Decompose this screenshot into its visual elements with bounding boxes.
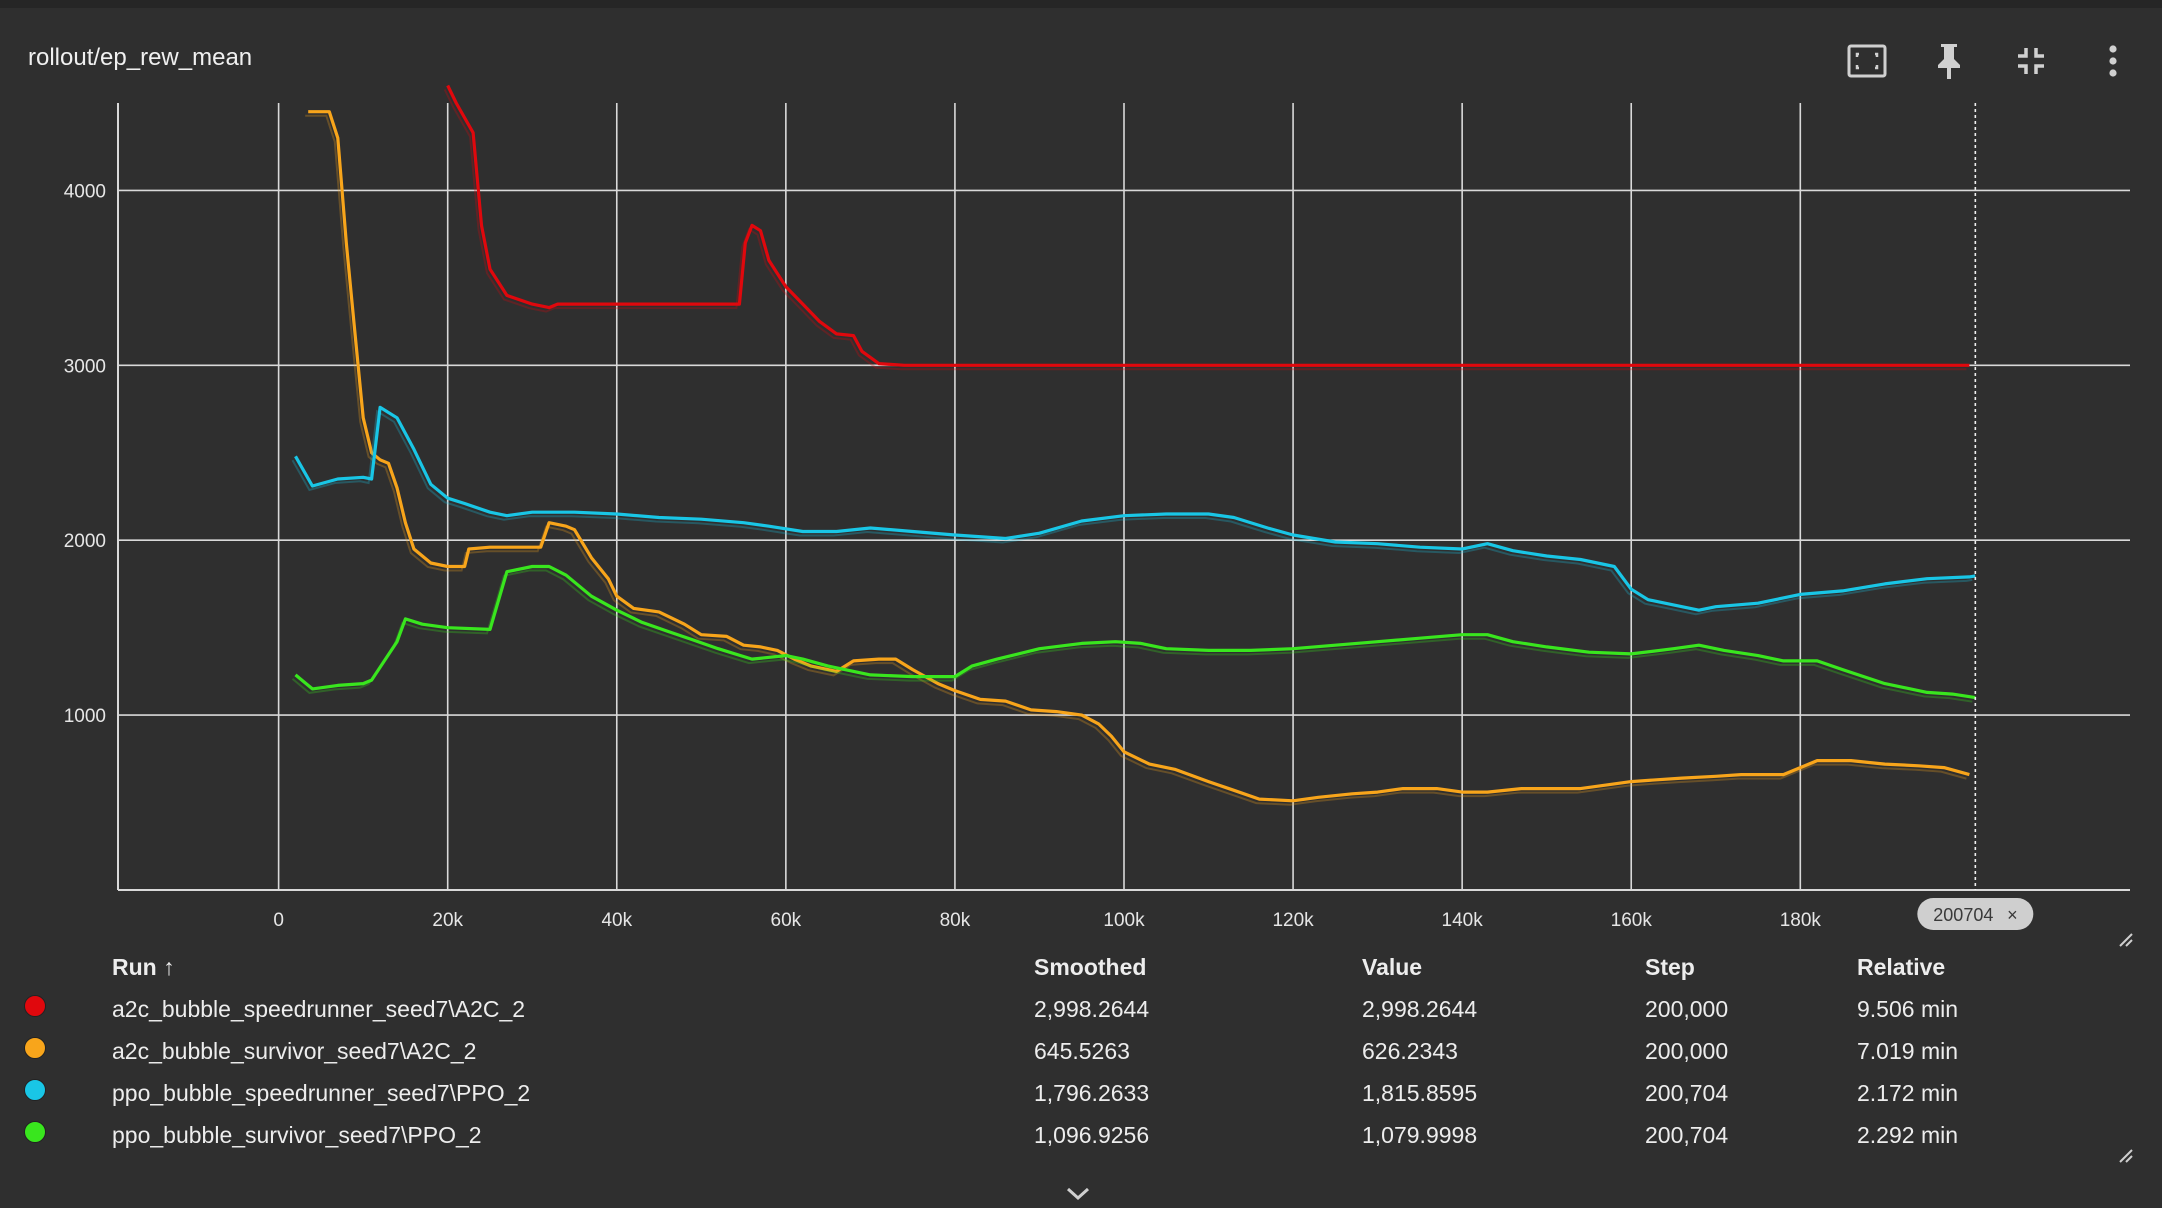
step: 200,704 bbox=[1645, 1121, 1729, 1148]
series-line[interactable] bbox=[446, 84, 1970, 367]
smoothed-value: 645.5263 bbox=[1034, 1037, 1130, 1064]
y-tick-label: 2000 bbox=[64, 531, 106, 552]
table-row[interactable]: ppo_bubble_speedrunner_seed7\PPO_2 1,796.… bbox=[24, 1072, 2117, 1114]
table-row[interactable]: a2c_bubble_survivor_seed7\A2C_2 645.5263 6… bbox=[24, 1030, 2117, 1072]
smoothed-value: 1,096.9256 bbox=[1034, 1121, 1150, 1148]
relative-time: 2.292 min bbox=[1857, 1121, 1959, 1148]
x-tick-label: 80k bbox=[940, 910, 971, 931]
run-color-dot bbox=[24, 1037, 46, 1059]
header-value[interactable]: Value bbox=[1362, 953, 1423, 980]
header-step[interactable]: Step bbox=[1645, 953, 1695, 980]
x-tick-label: 100k bbox=[1103, 910, 1145, 931]
runs-table: Run ↑ Smoothed Value Step Relative a2c_b… bbox=[24, 946, 2117, 1156]
x-tick-label: 160k bbox=[1611, 910, 1653, 931]
y-tick-label: 3000 bbox=[64, 356, 106, 377]
card-toolbar bbox=[1844, 38, 2136, 84]
y-tick-label: 1000 bbox=[64, 706, 106, 727]
x-tick-label: 20k bbox=[432, 910, 463, 931]
header-color bbox=[24, 946, 112, 988]
step: 200,704 bbox=[1645, 1079, 1729, 1106]
smoothed-value: 2,998.2644 bbox=[1034, 995, 1150, 1022]
table-body: a2c_bubble_speedrunner_seed7\A2C_2 2,998.… bbox=[24, 988, 2117, 1156]
pin-icon bbox=[1938, 44, 1960, 79]
value: 626.2343 bbox=[1362, 1037, 1458, 1064]
series-raw-line bbox=[305, 114, 1967, 806]
color-dot-cell bbox=[24, 1114, 112, 1156]
fit-domain-button[interactable] bbox=[1844, 38, 1890, 84]
table-row[interactable]: ppo_bubble_survivor_seed7\PPO_2 1,096.925… bbox=[24, 1114, 2117, 1156]
y-tick-label: 4000 bbox=[64, 181, 106, 202]
value: 1,815.8595 bbox=[1362, 1079, 1478, 1106]
value: 2,998.2644 bbox=[1362, 995, 1478, 1022]
table-resize-handle-icon[interactable] bbox=[2118, 1148, 2134, 1164]
relative-time: 7.019 min bbox=[1857, 1037, 1959, 1064]
line-chart[interactable]: 0 20k 40k 60k 80k 100k 120k 140k 160k 180k 1000 200… bbox=[0, 8, 2162, 938]
more-options-button[interactable] bbox=[2090, 38, 2136, 84]
smoothed-value: 1,796.2633 bbox=[1034, 1079, 1150, 1106]
run-color-dot bbox=[24, 1079, 46, 1101]
close-icon[interactable]: × bbox=[2007, 905, 2018, 925]
series-raw-line bbox=[291, 569, 1973, 703]
chevron-down-icon[interactable] bbox=[1065, 1186, 1091, 1202]
header-relative[interactable]: Relative bbox=[1857, 953, 1946, 980]
series-line[interactable] bbox=[308, 110, 1970, 803]
card-title: rollout/ep_rew_mean bbox=[28, 44, 253, 71]
header-smoothed[interactable]: Smoothed bbox=[1034, 953, 1147, 980]
more-vert-icon bbox=[2109, 45, 2117, 77]
step: 200,000 bbox=[1645, 1037, 1729, 1064]
relative-time: 2.172 min bbox=[1857, 1079, 1959, 1106]
x-tick-label: 60k bbox=[771, 910, 802, 931]
hover-step-label: 200704 bbox=[1933, 905, 1993, 925]
value: 1,079.9998 bbox=[1362, 1121, 1478, 1148]
x-tick-label: 40k bbox=[601, 910, 632, 931]
color-dot-cell bbox=[24, 1030, 112, 1072]
fit-domain-icon bbox=[1847, 44, 1887, 78]
hover-step-badge[interactable] bbox=[1917, 898, 2034, 930]
color-dot-cell bbox=[24, 988, 112, 1030]
color-dot-cell bbox=[24, 1072, 112, 1114]
relative-time: 9.506 min bbox=[1857, 995, 1959, 1022]
series-lines bbox=[291, 84, 1976, 806]
run-name: ppo_bubble_speedrunner_seed7\PPO_2 bbox=[112, 1079, 531, 1106]
series-line[interactable] bbox=[294, 564, 1976, 700]
run-color-dot bbox=[24, 995, 46, 1017]
series-line[interactable] bbox=[294, 405, 1976, 612]
table-row[interactable]: a2c_bubble_speedrunner_seed7\A2C_2 2,998.… bbox=[24, 988, 2117, 1030]
run-color-dot bbox=[24, 1121, 46, 1143]
axes bbox=[117, 103, 2130, 891]
table-header: Run ↑ Smoothed Value Step Relative bbox=[24, 946, 2117, 988]
tick-labels: 0 20k 40k 60k 80k 100k 120k 140k 160k 180k 1000 200… bbox=[64, 181, 1822, 931]
pin-button[interactable] bbox=[1926, 38, 1972, 84]
run-name: a2c_bubble_survivor_seed7\A2C_2 bbox=[112, 1037, 477, 1064]
collapse-button[interactable] bbox=[2008, 38, 2054, 84]
run-name: ppo_bubble_survivor_seed7\PPO_2 bbox=[112, 1121, 482, 1148]
x-tick-label: 180k bbox=[1780, 910, 1822, 931]
x-tick-label: 120k bbox=[1272, 910, 1314, 931]
series-raw-line bbox=[291, 409, 1973, 616]
step: 200,000 bbox=[1645, 995, 1729, 1022]
resize-handle-icon[interactable] bbox=[2118, 932, 2134, 948]
run-name: a2c_bubble_speedrunner_seed7\A2C_2 bbox=[112, 995, 526, 1022]
header-run[interactable]: Run ↑ bbox=[112, 953, 175, 980]
x-tick-label: 0 bbox=[273, 910, 284, 931]
hover-indicator: 200704 × bbox=[1917, 103, 2034, 930]
collapse-icon bbox=[2018, 48, 2044, 74]
x-tick-label: 140k bbox=[1442, 910, 1484, 931]
